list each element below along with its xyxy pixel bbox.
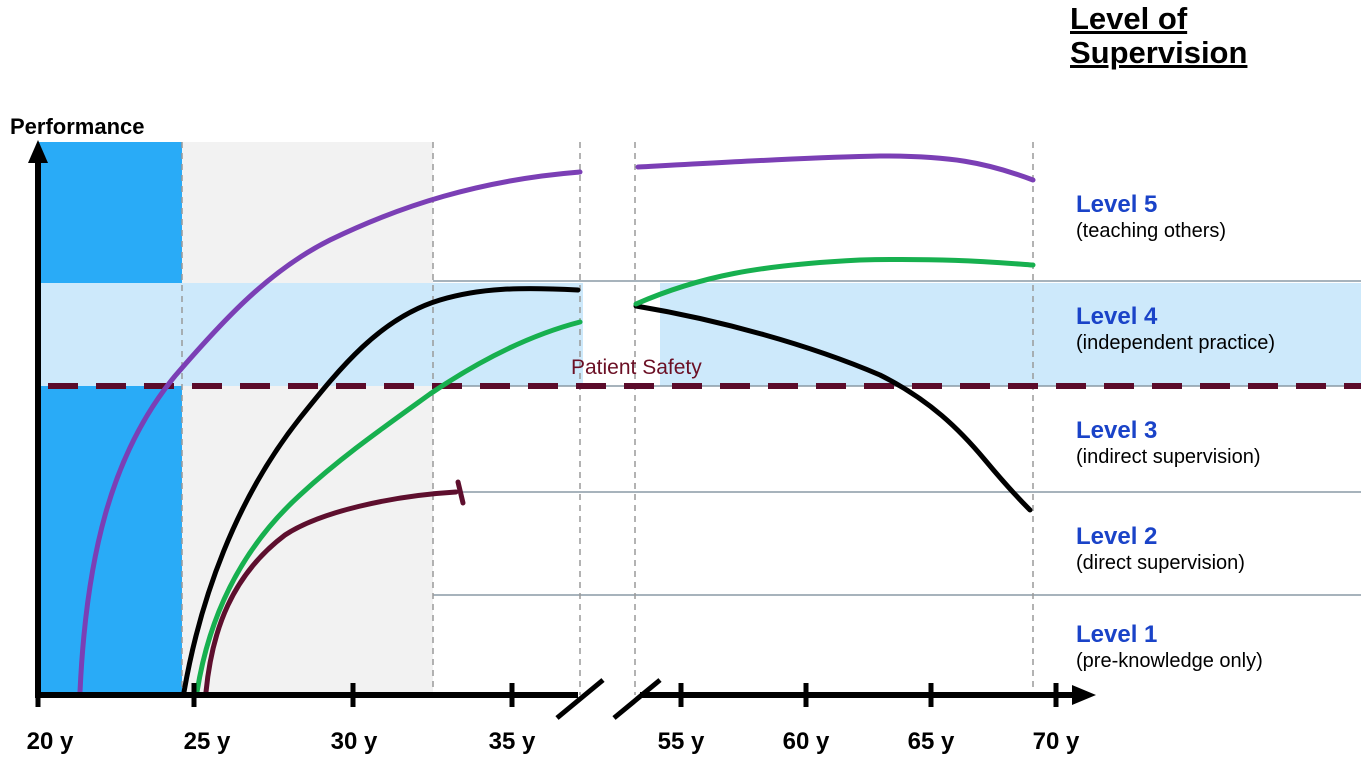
level-description: (direct supervision) xyxy=(1076,552,1245,574)
supervision-header: Level of Supervision xyxy=(1070,2,1247,70)
y-axis-arrowhead xyxy=(28,140,48,163)
curve-purple xyxy=(77,169,583,695)
x-tick-label: 60 y xyxy=(782,728,830,755)
level-3-label: Level 3 (indirect supervision) xyxy=(1076,418,1261,470)
curve-black-late xyxy=(633,303,1033,513)
x-tick-label: 35 y xyxy=(488,728,536,755)
x-axis-arrowhead xyxy=(1072,685,1096,705)
level-name: Level 2 xyxy=(1076,523,1158,550)
y-axis-label: Performance xyxy=(10,114,145,139)
x-tick-label: 30 y xyxy=(330,728,378,755)
axis-break-mark-left xyxy=(555,678,605,720)
light-blue-band xyxy=(38,283,583,386)
curve-purple-late xyxy=(635,153,1036,183)
level-description: (independent practice) xyxy=(1076,332,1276,354)
level-name: Level 1 xyxy=(1076,621,1158,648)
curve-maroon xyxy=(203,489,459,695)
level-5-label: Level 5 (teaching others) xyxy=(1076,192,1226,244)
x-tick-label: 70 y xyxy=(1032,728,1080,755)
dark-blue-band-lower xyxy=(38,386,182,695)
light-blue-band-right xyxy=(660,283,1361,386)
header-line-1: Level of xyxy=(1070,1,1188,36)
level-name: Level 5 xyxy=(1076,191,1158,218)
curve-green xyxy=(194,319,583,695)
level-name: Level 3 xyxy=(1076,417,1158,444)
axis-break-mark-right xyxy=(612,678,662,720)
level-name: Level 4 xyxy=(1076,303,1158,330)
level-description: (pre-knowledge only) xyxy=(1076,650,1263,672)
x-tick-label: 65 y xyxy=(907,728,955,755)
x-tick-label: 25 y xyxy=(183,728,231,755)
level-4-label: Level 4 (independent practice) xyxy=(1076,304,1275,356)
curve-maroon-end-cap xyxy=(455,479,466,506)
x-tick-label: 55 y xyxy=(657,728,705,755)
patient-safety-label: Patient Safety xyxy=(571,356,702,379)
header-line-2: Supervision xyxy=(1070,35,1248,70)
x-tick-label: 20 y xyxy=(26,728,74,755)
curve-green-late xyxy=(633,256,1036,307)
level-description: (teaching others) xyxy=(1076,220,1227,242)
dark-blue-band-upper xyxy=(38,142,182,283)
level-1-label: Level 1 (pre-knowledge only) xyxy=(1076,622,1263,674)
curve-black xyxy=(181,286,581,695)
level-2-label: Level 2 (direct supervision) xyxy=(1076,524,1245,576)
level-description: (indirect supervision) xyxy=(1076,446,1261,468)
